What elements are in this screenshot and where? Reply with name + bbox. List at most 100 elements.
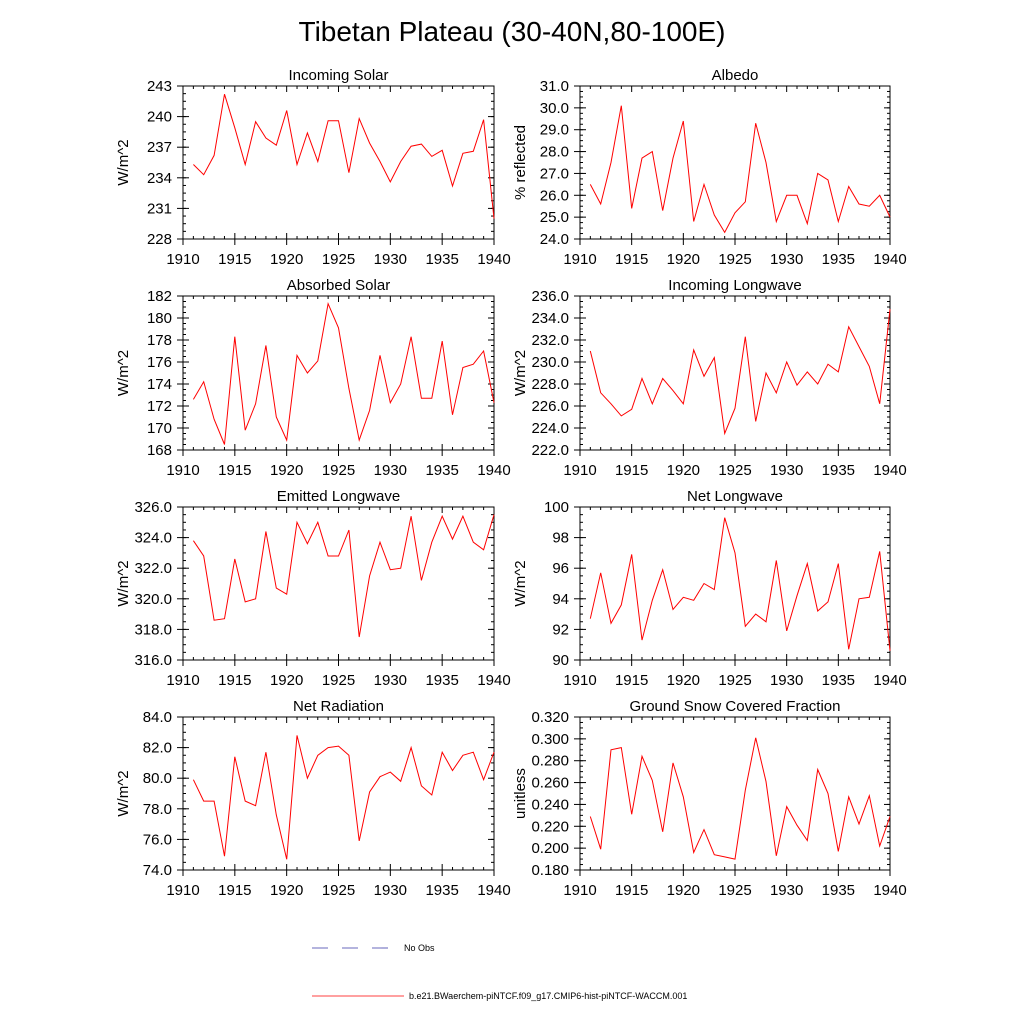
x-tick-label: 1920 [667,672,700,689]
x-tick-label: 1930 [770,672,803,689]
y-tick-label: 228 [147,231,172,248]
x-tick-label: 1925 [718,672,751,689]
y-tick-label: 100 [544,499,569,516]
legend: No Obs b.e21.BWaerchem-piNTCF.f09_g17.CM… [312,943,687,1001]
x-tick-label: 1930 [770,251,803,268]
y-tick-label: 178 [147,332,172,349]
y-tick-label: 230.0 [531,354,569,371]
x-tick-label: 1935 [822,672,855,689]
y-tick-label: 226.0 [531,398,569,415]
panel-title: Ground Snow Covered Fraction [630,698,841,715]
y-tick-label: 320.0 [134,591,172,608]
series-line-1 [589,737,891,860]
panel-title: Emitted Longwave [277,488,400,505]
y-tick-label: 324.0 [134,530,172,547]
y-tick-label: 78.0 [143,801,172,818]
x-tick-label: 1915 [218,882,251,899]
y-tick-label: 182 [147,288,172,305]
y-tick-label: 222.0 [531,442,569,459]
y-tick-label: 31.0 [540,78,569,95]
panel-5: Emitted Longwave W/m^2 1910 1915 1920 1925 193… [115,488,511,689]
y-tick-label: 80.0 [143,770,172,787]
y-axis-label: W/m^2 [115,770,132,816]
y-tick-label: 172 [147,398,172,415]
y-tick-label: 322.0 [134,560,172,577]
x-tick-label: 1910 [563,882,596,899]
y-tick-label: 170 [147,420,172,437]
x-tick-label: 1920 [667,251,700,268]
y-tick-label: 174 [147,376,172,393]
x-tick-label: 1940 [873,251,906,268]
y-tick-label: 224.0 [531,420,569,437]
x-tick-label: 1910 [166,251,199,268]
y-tick-label: 234.0 [531,310,569,327]
x-tick-label: 1910 [166,672,199,689]
x-tick-label: 1910 [563,251,596,268]
plot-frame [182,506,495,661]
y-tick-label: 0.240 [531,796,569,813]
y-tick-label: 98 [552,530,569,547]
x-tick-label: 1915 [218,672,251,689]
y-tick-label: 316.0 [134,652,172,669]
x-tick-label: 1915 [218,462,251,479]
panel-title: Incoming Solar [288,67,388,84]
x-tick-label: 1935 [822,882,855,899]
plot-frame [579,295,891,451]
y-tick-label: 243 [147,78,172,95]
y-axis-label: unitless [512,768,529,819]
x-tick-label: 1925 [718,462,751,479]
y-tick-label: 228.0 [531,376,569,393]
y-tick-label: 29.0 [540,122,569,139]
y-axis-label: % reflected [512,125,529,200]
legend-label-model: b.e21.BWaerchem-piNTCF.f09_g17.CMIP6-his… [409,991,687,1001]
x-tick-label: 1920 [270,672,303,689]
y-axis-label: W/m^2 [115,350,132,396]
y-axis-label: W/m^2 [512,350,529,396]
y-tick-label: 180 [147,310,172,327]
x-tick-label: 1930 [770,882,803,899]
y-tick-label: 168 [147,442,172,459]
x-tick-label: 1940 [477,882,510,899]
x-tick-label: 1910 [563,462,596,479]
x-tick-label: 1940 [873,882,906,899]
x-tick-label: 1915 [615,672,648,689]
y-tick-label: 234 [147,170,172,187]
panel-1: Incoming Solar W/m^2 1910 1915 1920 1925 1930 1… [115,67,511,268]
panel-title: Net Radiation [293,698,384,715]
plot-frame [579,506,891,661]
y-tick-label: 176 [147,354,172,371]
x-tick-label: 1910 [166,462,199,479]
y-tick-label: 94 [552,591,569,608]
x-tick-label: 1915 [615,882,648,899]
y-tick-label: 96 [552,560,569,577]
panel-2: Albedo % reflected 1910 1915 1920 1925 1930 193… [512,67,907,268]
panel-8: Ground Snow Covered Fraction unitless 1910… [512,698,907,899]
y-tick-label: 24.0 [540,231,569,248]
x-tick-label: 1925 [718,251,751,268]
panel-title: Net Longwave [687,488,783,505]
x-tick-label: 1925 [322,251,355,268]
panel-title: Incoming Longwave [668,277,801,294]
y-tick-label: 0.280 [531,753,569,770]
x-tick-label: 1930 [374,462,407,479]
x-tick-label: 1940 [873,462,906,479]
plot-frame [579,85,891,240]
y-tick-label: 74.0 [143,862,172,879]
y-tick-label: 318.0 [134,621,172,638]
plot-frame [182,295,495,451]
x-tick-label: 1920 [270,882,303,899]
x-tick-label: 1915 [615,251,648,268]
y-tick-label: 26.0 [540,187,569,204]
y-tick-label: 232.0 [531,332,569,349]
y-tick-label: 84.0 [143,709,172,726]
x-tick-label: 1925 [322,882,355,899]
panel-6: Net Longwave W/m^2 1910 1915 1920 1925 1930 193… [512,488,907,689]
x-tick-label: 1920 [270,251,303,268]
y-tick-label: 76.0 [143,831,172,848]
y-tick-label: 28.0 [540,144,569,161]
y-tick-label: 240 [147,109,172,126]
x-tick-label: 1935 [425,882,458,899]
legend-label-no-obs: No Obs [404,943,435,953]
y-tick-label: 27.0 [540,165,569,182]
